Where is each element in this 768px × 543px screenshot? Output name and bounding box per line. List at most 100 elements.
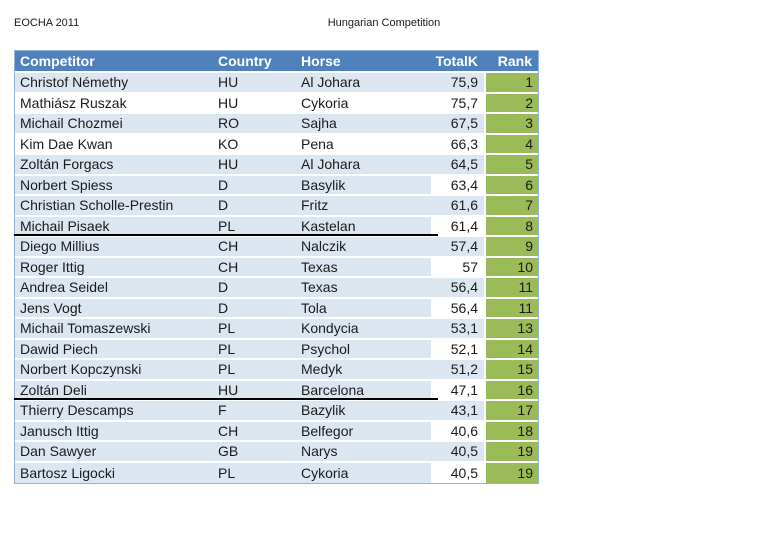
table-row: Christof Némethy HU Al Johara 75,9 1 (15, 73, 538, 94)
header-row: Competitor Country Horse TotalK Rank (15, 51, 538, 73)
country-cell: D (213, 298, 296, 319)
rank-cell: 6 (484, 175, 538, 196)
country-cell: HU (213, 155, 296, 176)
rank-cell: 19 (484, 462, 538, 483)
rank-cell: 4 (484, 134, 538, 155)
rank-cell: 17 (484, 401, 538, 422)
competitor-cell: Christof Némethy (15, 73, 213, 94)
competitor-cell: Janusch Ittig (15, 421, 213, 442)
country-cell: PL (213, 462, 296, 483)
country-cell: D (213, 278, 296, 299)
table-row: Zoltán Forgacs HU Al Johara 64,5 5 (15, 155, 538, 176)
rank-cell: 2 (484, 93, 538, 114)
col-header-country: Country (213, 51, 296, 73)
competitor-cell: Roger Ittig (15, 257, 213, 278)
country-cell: HU (213, 380, 296, 401)
totalk-cell: 40,5 (431, 442, 484, 463)
table-row: Dan Sawyer GB Narys 40,5 19 (15, 442, 538, 463)
country-cell: CH (213, 237, 296, 258)
table-row: Mathiász Ruszak HU Cykoria 75,7 2 (15, 93, 538, 114)
rank-cell: 3 (484, 114, 538, 135)
horse-cell: Sajha (296, 114, 431, 135)
country-cell: PL (213, 216, 296, 237)
horse-cell: Narys (296, 442, 431, 463)
totalk-cell: 63,4 (431, 175, 484, 196)
table-row: Thierry Descamps F Bazylik 43,1 17 (15, 401, 538, 422)
rank-cell: 16 (484, 380, 538, 401)
table-row: Andrea Seidel D Texas 56,4 11 (15, 278, 538, 299)
results-table: Competitor Country Horse TotalK Rank Chr… (14, 50, 539, 484)
rank-cell: 18 (484, 421, 538, 442)
event-label: EOCHA 2011 (14, 17, 80, 29)
rank-cell: 10 (484, 257, 538, 278)
competitor-cell: Thierry Descamps (15, 401, 213, 422)
competitor-cell: Dawid Piech (15, 339, 213, 360)
competitor-cell: Norbert Kopczynski (15, 360, 213, 381)
competitor-cell: Michail Pisaek (15, 216, 213, 237)
competition-title: Hungarian Competition (327, 17, 441, 29)
cutoff-line (14, 234, 438, 236)
col-header-horse: Horse (296, 51, 431, 73)
col-header-rank: Rank (484, 51, 538, 73)
horse-cell: Al Johara (296, 73, 431, 94)
country-cell: PL (213, 360, 296, 381)
table-row: Kim Dae Kwan KO Pena 66,3 4 (15, 134, 538, 155)
horse-cell: Tola (296, 298, 431, 319)
country-cell: D (213, 175, 296, 196)
horse-cell: Al Johara (296, 155, 431, 176)
horse-cell: Bazylik (296, 401, 431, 422)
table-row: Bartosz Ligocki PL Cykoria 40,5 19 (15, 462, 538, 483)
table-header: Competitor Country Horse TotalK Rank (15, 51, 538, 73)
totalk-cell: 67,5 (431, 114, 484, 135)
competitor-cell: Norbert Spiess (15, 175, 213, 196)
horse-cell: Pena (296, 134, 431, 155)
rank-cell: 14 (484, 339, 538, 360)
horse-cell: Nalczik (296, 237, 431, 258)
country-cell: HU (213, 73, 296, 94)
rank-cell: 8 (484, 216, 538, 237)
totalk-cell: 75,9 (431, 73, 484, 94)
competitor-cell: Zoltán Forgacs (15, 155, 213, 176)
horse-cell: Psychol (296, 339, 431, 360)
totalk-cell: 47,1 (431, 380, 484, 401)
totalk-cell: 56,4 (431, 278, 484, 299)
rank-cell: 7 (484, 196, 538, 217)
rank-cell: 11 (484, 298, 538, 319)
country-cell: CH (213, 257, 296, 278)
table-row: Jens Vogt D Tola 56,4 11 (15, 298, 538, 319)
totalk-cell: 40,6 (431, 421, 484, 442)
totalk-cell: 52,1 (431, 339, 484, 360)
competitor-cell: Bartosz Ligocki (15, 462, 213, 483)
rank-cell: 11 (484, 278, 538, 299)
table-row: Zoltán Deli HU Barcelona 47,1 16 (15, 380, 538, 401)
table-row: Michail Tomaszewski PL Kondycia 53,1 13 (15, 319, 538, 340)
competitor-cell: Zoltán Deli (15, 380, 213, 401)
competitor-cell: Diego Millius (15, 237, 213, 258)
country-cell: F (213, 401, 296, 422)
col-header-totalk: TotalK (431, 51, 484, 73)
totalk-cell: 51,2 (431, 360, 484, 381)
table-row: Norbert Kopczynski PL Medyk 51,2 15 (15, 360, 538, 381)
rank-cell: 1 (484, 73, 538, 94)
horse-cell: Texas (296, 278, 431, 299)
country-cell: KO (213, 134, 296, 155)
horse-cell: Texas (296, 257, 431, 278)
rank-cell: 9 (484, 237, 538, 258)
horse-cell: Basylik (296, 175, 431, 196)
competitor-cell: Michail Chozmei (15, 114, 213, 135)
cutoff-line (14, 398, 438, 400)
competitor-cell: Michail Tomaszewski (15, 319, 213, 340)
horse-cell: Kastelan (296, 216, 431, 237)
competitor-cell: Jens Vogt (15, 298, 213, 319)
horse-cell: Kondycia (296, 319, 431, 340)
totalk-cell: 53,1 (431, 319, 484, 340)
totalk-cell: 57 (431, 257, 484, 278)
totalk-cell: 43,1 (431, 401, 484, 422)
totalk-cell: 64,5 (431, 155, 484, 176)
table-row: Norbert Spiess D Basylik 63,4 6 (15, 175, 538, 196)
country-cell: PL (213, 319, 296, 340)
totalk-cell: 40,5 (431, 462, 484, 483)
horse-cell: Cykoria (296, 462, 431, 483)
totalk-cell: 61,4 (431, 216, 484, 237)
table-row: Roger Ittig CH Texas 57 10 (15, 257, 538, 278)
